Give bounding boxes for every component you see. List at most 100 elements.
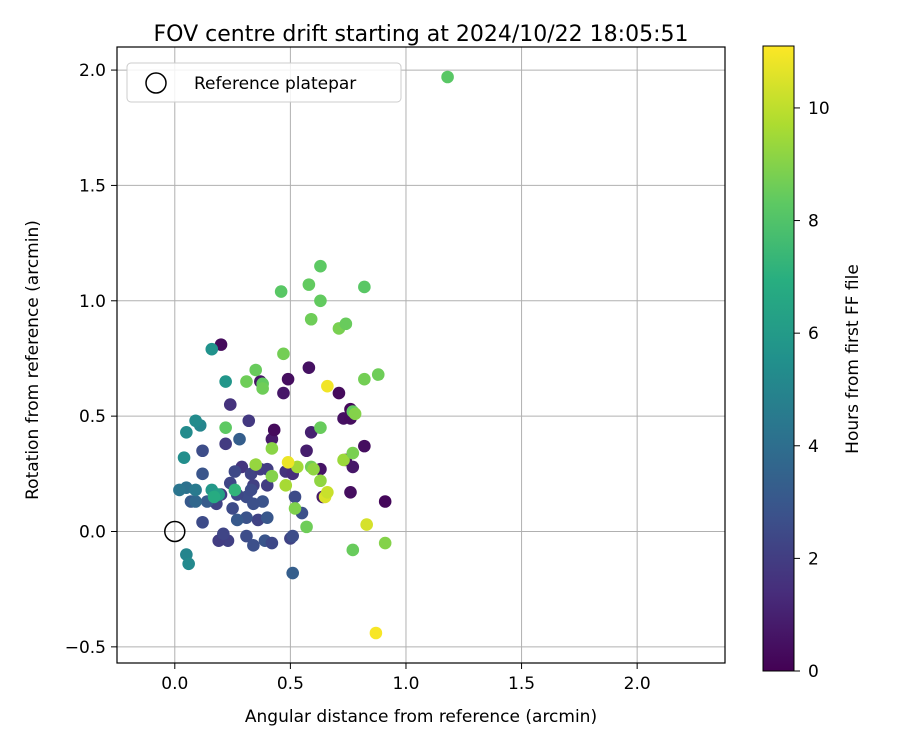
data-points (173, 70, 454, 640)
data-point (240, 529, 253, 543)
data-point (279, 479, 293, 492)
data-point (314, 421, 327, 434)
x-tick-label: 0.5 (277, 674, 304, 694)
chart-title: FOV centre drift starting at 2024/10/22 … (154, 22, 689, 47)
y-tick-label: 1.0 (79, 292, 106, 312)
data-point (247, 497, 260, 511)
legend-box (126, 62, 402, 103)
data-point (302, 361, 316, 374)
data-point (265, 442, 279, 455)
data-point (371, 368, 385, 381)
data-point (286, 566, 299, 580)
data-point (344, 485, 357, 499)
data-point (346, 460, 360, 474)
data-point (358, 280, 371, 294)
data-point (265, 469, 279, 483)
data-point (196, 467, 209, 481)
y-tick-label: 2.0 (79, 61, 106, 81)
data-point (177, 451, 191, 464)
data-point (277, 386, 290, 400)
data-point (249, 363, 263, 377)
data-point (196, 444, 209, 458)
data-point (337, 453, 350, 467)
x-axis: 0.0 0.5 1.0 1.5 2.0 (161, 663, 651, 694)
y-axis-label: Rotation from reference (arcmin) (23, 220, 43, 500)
data-point (348, 407, 362, 421)
data-point (339, 317, 353, 331)
data-point (302, 278, 316, 291)
data-point (260, 511, 274, 524)
data-point (358, 439, 371, 453)
legend-label: Reference platepar (194, 74, 356, 94)
data-point (441, 70, 454, 84)
data-point (226, 502, 239, 515)
grid (117, 47, 725, 663)
data-point (300, 444, 313, 458)
data-point (244, 483, 258, 497)
plot-frame (116, 46, 726, 664)
colorbar-tick-label: 10 (808, 99, 830, 119)
data-point (230, 513, 244, 527)
data-point (228, 483, 242, 497)
data-point (378, 536, 392, 550)
data-point (304, 312, 318, 326)
y-tick-label: 0.5 (79, 407, 106, 427)
colorbar: 0 2 4 6 8 10 Hours from first FF file (762, 45, 863, 682)
data-point (189, 495, 202, 508)
data-point (307, 462, 320, 476)
x-tick-label: 0.0 (161, 674, 188, 694)
data-point (233, 432, 246, 446)
data-point (358, 372, 371, 386)
data-point (207, 490, 221, 504)
data-point (173, 483, 186, 497)
y-tick-label: 0.0 (79, 522, 106, 542)
data-point (321, 379, 334, 393)
y-axis: −0.5 0.0 0.5 1.0 1.5 2.0 (65, 61, 117, 658)
data-point (242, 414, 256, 428)
data-point (265, 536, 279, 550)
data-point (346, 543, 360, 557)
data-point (196, 515, 209, 529)
data-point (219, 421, 232, 434)
data-point (281, 372, 295, 386)
reference-point (164, 520, 186, 543)
colorbar-tick-label: 6 (808, 324, 819, 344)
data-point (288, 490, 302, 504)
data-point (189, 414, 202, 428)
colorbar-tick-label: 4 (808, 437, 819, 457)
colorbar-gradient (762, 45, 795, 672)
data-point (274, 285, 288, 298)
data-point (219, 437, 232, 451)
data-point (277, 347, 290, 361)
data-point (346, 446, 360, 460)
colorbar-label: Hours from first FF file (843, 264, 863, 454)
data-point (378, 495, 392, 508)
data-point (247, 539, 260, 552)
data-point (288, 502, 302, 515)
data-point (360, 518, 373, 531)
data-point (228, 465, 242, 478)
data-point (286, 529, 299, 543)
data-point (189, 483, 202, 497)
data-point (267, 423, 281, 437)
data-point (240, 375, 253, 388)
x-tick-label: 2.0 (624, 674, 651, 694)
data-point (217, 527, 230, 541)
data-point (300, 520, 313, 534)
colorbar-tick-label: 8 (808, 212, 819, 232)
legend-marker (145, 72, 167, 94)
y-tick-label: −0.5 (65, 638, 106, 658)
x-tick-label: 1.0 (392, 674, 419, 694)
colorbar-tick-label: 2 (808, 549, 819, 569)
data-point (369, 626, 383, 640)
data-point (332, 386, 346, 400)
data-point (219, 375, 232, 388)
data-point (249, 458, 263, 471)
colorbar-tick-label: 0 (808, 662, 819, 682)
x-tick-label: 1.5 (508, 674, 535, 694)
data-point (205, 342, 219, 356)
y-tick-label: 1.5 (79, 176, 106, 196)
data-point (281, 455, 295, 469)
data-point (256, 382, 269, 395)
